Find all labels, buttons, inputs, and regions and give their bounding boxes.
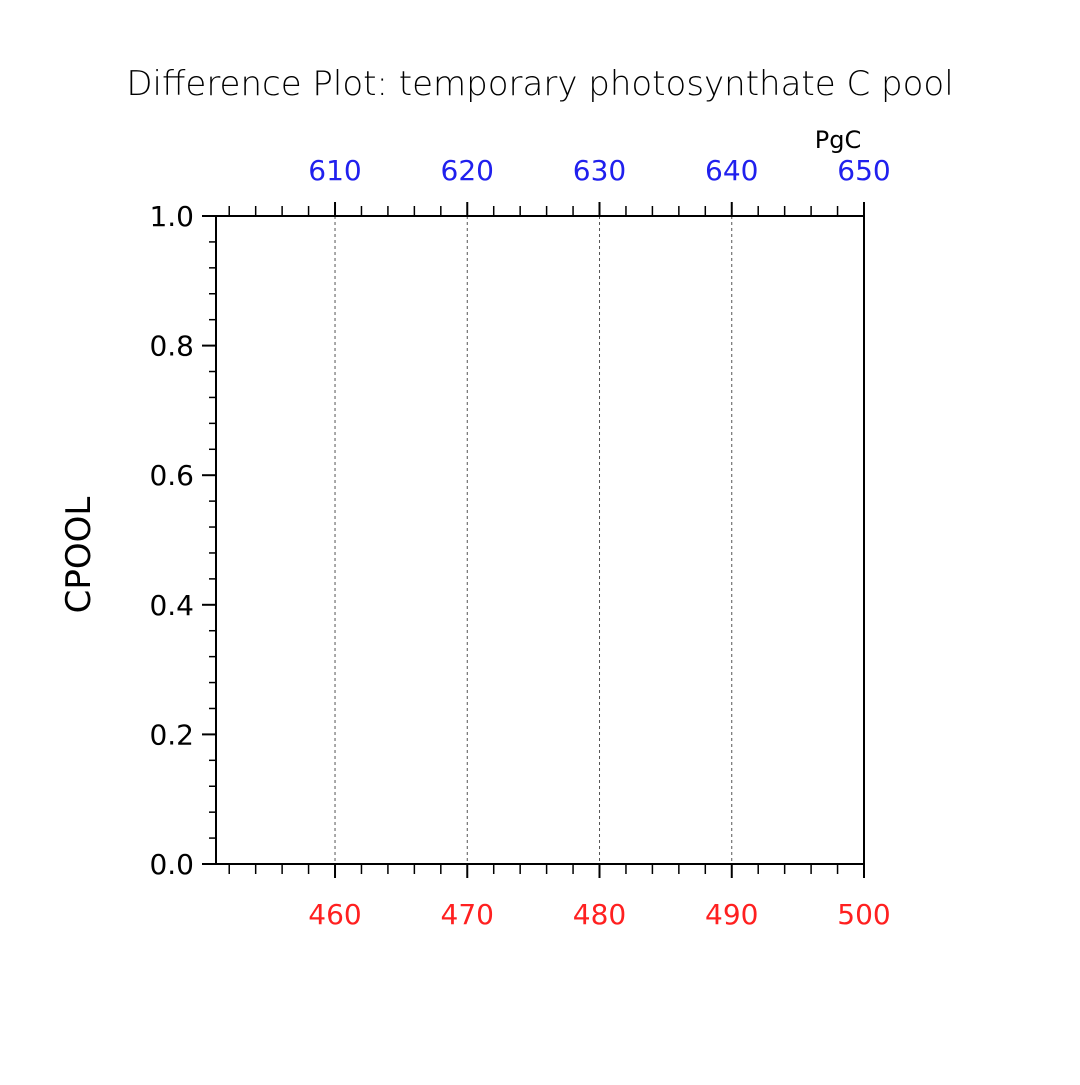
x-top-tick-label: 650 <box>837 154 890 187</box>
x-top-tick-label: 630 <box>573 154 626 187</box>
y-tick-label: 0.0 <box>149 848 194 881</box>
x-top-tick-label: 610 <box>308 154 361 187</box>
x-bottom-tick-label: 460 <box>308 898 361 931</box>
y-tick-label: 0.4 <box>149 589 194 622</box>
plot-frame <box>215 215 865 865</box>
x-top-tick-label: 620 <box>441 154 494 187</box>
x-bottom-tick-label: 490 <box>705 898 758 931</box>
x-bottom-tick-label: 500 <box>837 898 890 931</box>
y-tick-label: 0.6 <box>149 459 194 492</box>
y-tick-label: 1.0 <box>149 200 194 233</box>
x-bottom-tick-label: 480 <box>573 898 626 931</box>
x-bottom-tick-label: 470 <box>441 898 494 931</box>
y-tick-label: 0.8 <box>149 330 194 363</box>
top-axis-unit-label: PgC <box>815 126 861 154</box>
chart-title: Difference Plot: temporary photosynthate… <box>126 64 953 104</box>
x-top-tick-label: 640 <box>705 154 758 187</box>
y-axis-label: CPOOL <box>59 497 99 614</box>
y-tick-label: 0.2 <box>149 718 194 751</box>
